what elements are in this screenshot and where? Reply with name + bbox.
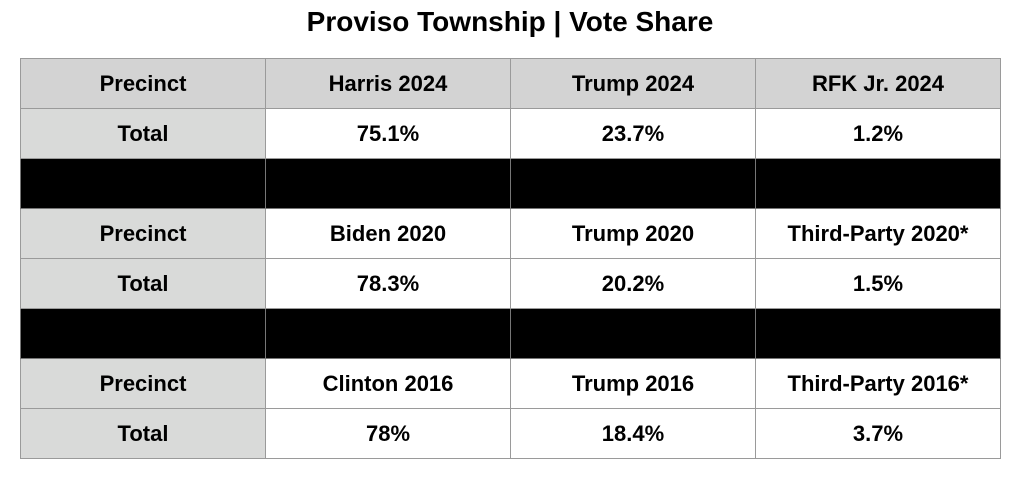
total-cell: 75.1% <box>265 108 511 159</box>
separator-cell <box>755 308 1001 359</box>
total-cell: Total <box>20 108 266 159</box>
total-row: Total 75.1% 23.7% 1.2% <box>20 108 1001 159</box>
header-cell: Third-Party 2020* <box>755 208 1001 259</box>
separator-cell <box>265 308 511 359</box>
header-cell: Trump 2016 <box>510 358 756 409</box>
header-cell: Biden 2020 <box>265 208 511 259</box>
header-row: Precinct Harris 2024 Trump 2024 RFK Jr. 202… <box>20 58 1001 109</box>
table-body: Precinct Harris 2024 Trump 2024 RFK Jr. 202… <box>20 58 1001 459</box>
separator-cell <box>20 308 266 359</box>
title: Proviso Township | Vote Share <box>306 6 714 37</box>
header-cell: Precinct <box>20 208 266 259</box>
separator-cell <box>510 158 756 209</box>
header-cell: Third-Party 2016* <box>755 358 1001 409</box>
total-cell: 78% <box>265 408 511 459</box>
total-cell: 1.5% <box>755 258 1001 309</box>
total-cell: 3.7% <box>755 408 1001 459</box>
total-cell: Total <box>20 258 266 309</box>
separator-row <box>20 158 1001 209</box>
header-cell: Trump 2024 <box>510 58 756 109</box>
separator-cell <box>265 158 511 209</box>
header-row: Precinct Clinton 2016 Trump 2016 Third-Part… <box>20 358 1001 409</box>
header-cell: Precinct <box>20 358 266 409</box>
total-cell: 1.2% <box>755 108 1001 159</box>
header-cell: Harris 2024 <box>265 58 511 109</box>
vote-share-table: Precinct Harris 2024 Trump 2024 RFK Jr. 202… <box>20 58 1001 459</box>
header-cell: RFK Jr. 2024 <box>755 58 1001 109</box>
separator-cell <box>755 158 1001 209</box>
separator-cell <box>20 158 266 209</box>
total-cell: 18.4% <box>510 408 756 459</box>
total-cell: 20.2% <box>510 258 756 309</box>
total-cell: 78.3% <box>265 258 511 309</box>
header-cell: Trump 2020 <box>510 208 756 259</box>
total-row: Total 78% 18.4% 3.7% <box>20 408 1001 459</box>
total-row: Total 78.3% 20.2% 1.5% <box>20 258 1001 309</box>
separator-cell <box>510 308 756 359</box>
header-cell: Clinton 2016 <box>265 358 511 409</box>
total-cell: 23.7% <box>510 108 756 159</box>
separator-row <box>20 308 1001 359</box>
header-cell: Precinct <box>20 58 266 109</box>
header-row: Precinct Biden 2020 Trump 2020 Third-Party … <box>20 208 1001 259</box>
total-cell: Total <box>20 408 266 459</box>
